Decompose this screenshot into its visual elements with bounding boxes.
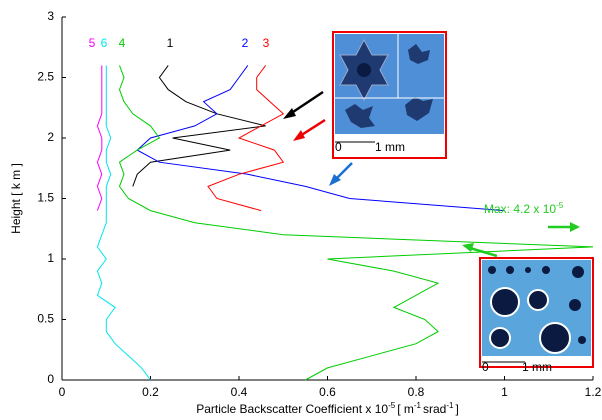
series-line	[132, 65, 266, 187]
x-tick-label: 0.6	[319, 385, 336, 399]
y-tick-label: 3	[47, 9, 54, 23]
x-axis-label-sup: -1	[446, 401, 454, 410]
x-tick-label: 0.2	[142, 385, 159, 399]
x-tick-label: 1	[501, 385, 508, 399]
x-tick-label: 0	[59, 385, 66, 399]
scale-label: 0	[482, 360, 489, 374]
x-axis-label-part: srad	[423, 402, 446, 416]
x-tick-label: 1.2	[585, 385, 602, 399]
y-tick-label: 2	[47, 130, 54, 144]
series-line	[207, 65, 285, 212]
y-tick-label: 1.5	[37, 191, 54, 205]
series-line	[136, 65, 505, 212]
y-tick-label: 0	[47, 372, 54, 386]
scale-label: 1 mm	[522, 360, 552, 374]
max-annotation: Max: 4.2 x 10-5	[484, 201, 564, 217]
scale-label: 0	[335, 140, 342, 154]
x-tick-label: 0.8	[408, 385, 425, 399]
y-tick-label: 0.5	[37, 312, 54, 326]
legend-label: 2	[242, 36, 249, 50]
legend-label: 6	[101, 36, 108, 50]
legend-label: 1	[167, 36, 174, 50]
legend-label: 5	[89, 36, 96, 50]
droplet-photo	[479, 257, 594, 368]
series-line	[96, 65, 151, 381]
series-line	[96, 65, 103, 211]
y-axis-label: Height [ k m ]	[9, 163, 23, 234]
y-tick-label: 1	[47, 251, 54, 265]
ice-crystal-photo	[332, 31, 447, 159]
x-axis-label-sup: -5	[388, 401, 396, 410]
max-annotation-sup: -5	[556, 201, 564, 210]
x-axis-label-sup: -1	[414, 401, 422, 410]
arrows	[283, 90, 580, 258]
legend-label: 4	[119, 36, 126, 50]
x-tick-label: 0.4	[231, 385, 248, 399]
legend-label: 3	[263, 36, 270, 50]
series-line	[118, 65, 594, 381]
x-axis-label-part: ]	[455, 402, 458, 416]
max-annotation-part: Max: 4.2 x 10	[484, 202, 556, 216]
x-axis-label-part: [ m	[397, 402, 414, 416]
x-axis-label: Particle Backscatter Coefficient x 10-5[…	[196, 401, 459, 417]
scale-label: 1 mm	[375, 140, 405, 154]
y-tick-label: 2.5	[37, 70, 54, 84]
x-axis-label-part: Particle Backscatter Coefficient x 10	[196, 402, 388, 416]
